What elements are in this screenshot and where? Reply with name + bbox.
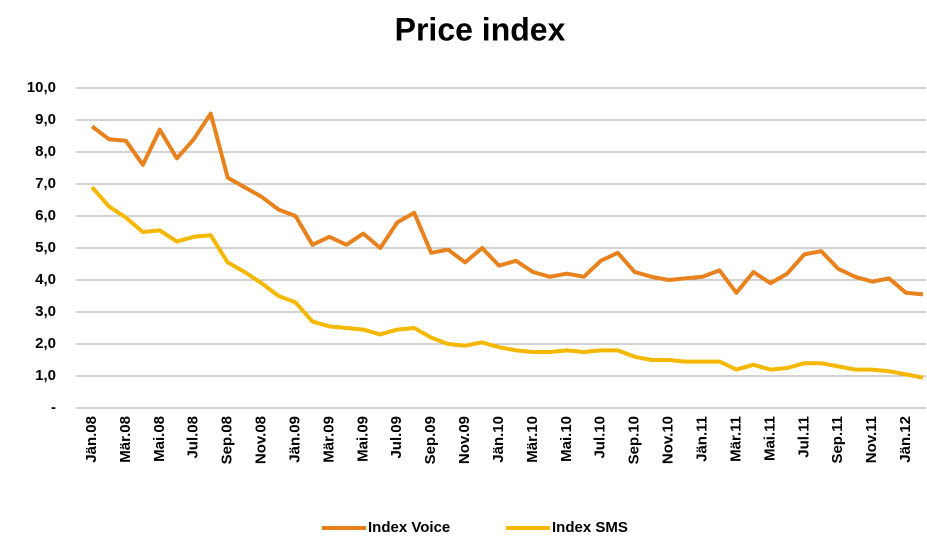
y-tick-label: 5,0	[35, 239, 56, 256]
y-tick-label: 3,0	[35, 303, 56, 320]
x-tick-label: Mai.08	[151, 416, 168, 462]
x-tick-label: Mär.08	[117, 416, 134, 463]
x-tick-label: Jul.10	[592, 416, 609, 459]
series-line	[90, 185, 924, 380]
x-tick-label: Mai.10	[558, 416, 575, 462]
x-tick-label: Jul.09	[388, 416, 405, 459]
x-tick-label: Sep.08	[219, 416, 236, 464]
legend-label: Index SMS	[552, 519, 628, 536]
y-tick-label: 1,0	[35, 367, 56, 384]
x-tick-label: Sep.09	[422, 416, 439, 464]
x-tick-label: Jän.11	[693, 416, 710, 462]
y-tick-label: 9,0	[35, 111, 56, 128]
y-tick-label: 6,0	[35, 207, 56, 224]
x-tick-label: Nov.08	[253, 416, 270, 464]
y-tick-label: 4,0	[35, 271, 56, 288]
x-tick-label: Jul.11	[795, 416, 812, 458]
x-tick-label: Jän.08	[83, 416, 100, 463]
x-tick-label: Mär.11	[727, 416, 744, 462]
y-tick-label: 7,0	[35, 175, 56, 192]
y-tick-label: -	[51, 399, 56, 416]
legend-label: Index Voice	[368, 519, 450, 536]
x-tick-label: Nov.10	[660, 416, 677, 464]
x-tick-label: Mai.11	[761, 416, 778, 461]
x-tick-label: Mai.09	[354, 416, 371, 462]
x-tick-label: Sep.11	[829, 416, 846, 464]
x-tick-label: Jän.10	[490, 416, 507, 463]
y-tick-label: 10,0	[27, 79, 56, 96]
x-tick-label: Mär.10	[524, 416, 541, 463]
x-tick-label: Jän.12	[897, 416, 914, 463]
x-tick-label: Nov.09	[456, 416, 473, 464]
x-tick-label: Nov.11	[863, 416, 880, 463]
series-line	[90, 111, 924, 297]
x-tick-label: Sep.10	[626, 416, 643, 464]
y-tick-label: 8,0	[35, 143, 56, 160]
x-tick-label: Jän.09	[286, 416, 303, 463]
y-tick-label: 2,0	[35, 335, 56, 352]
x-tick-label: Mär.09	[320, 416, 337, 463]
x-tick-label: Jul.08	[185, 416, 202, 459]
chart-title: Price index	[395, 11, 566, 47]
